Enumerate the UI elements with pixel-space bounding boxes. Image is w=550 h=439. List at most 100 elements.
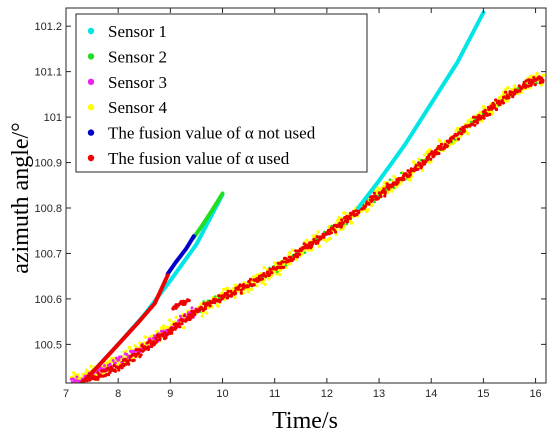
fusion-used-point (507, 96, 511, 100)
x-tick-label: 12 (321, 388, 333, 400)
fusion-used-point (134, 348, 138, 352)
fusion-used-point (511, 95, 515, 99)
sensor-4-point (262, 265, 266, 270)
legend-label: Sensor 1 (108, 22, 167, 41)
sensor-4-point (263, 282, 267, 286)
sensor-4-point (337, 216, 341, 220)
fusion-used-point (281, 260, 285, 264)
sensor-2-point (202, 300, 205, 303)
sensor-3-point (190, 306, 194, 310)
sensor-4-point (200, 314, 204, 318)
fusion-used-point (310, 242, 315, 246)
fusion-used-point (202, 302, 206, 306)
fusion-not-used-line (165, 234, 196, 276)
fusion-used-point (246, 285, 250, 289)
fusion-used-point (437, 151, 441, 156)
fusion-used-point (108, 369, 112, 373)
fusion-used-point (267, 273, 272, 277)
sensor-4-point (528, 74, 533, 79)
sensor-3-point (119, 355, 123, 359)
sensor-3-point (103, 364, 106, 368)
sensor-2-point (323, 230, 326, 234)
fusion-used-point (268, 267, 272, 271)
y-tick-label: 101 (44, 112, 62, 124)
fusion-used-point (371, 198, 375, 202)
sensor-4-point (316, 230, 320, 234)
x-tick-label: 9 (167, 388, 173, 400)
sensor-4-point (216, 304, 220, 308)
sensor-4-point (159, 326, 164, 330)
fusion-used-point (439, 142, 444, 146)
sensor-3-point (75, 375, 79, 379)
fusion-used-point (348, 216, 352, 220)
sensor-4-point (205, 311, 209, 315)
sensor-4-point (288, 251, 292, 255)
sensor-4-point (382, 181, 387, 185)
fusion-used-point (120, 366, 124, 370)
y-tick-label: 100.7 (34, 248, 62, 260)
axes: 7 8 9 10 11 12 13 14 15 16 100.5 100.6 100.7 100.8 100… (34, 7, 547, 400)
fusion-used-point (117, 368, 121, 372)
fusion-used-point (178, 325, 182, 329)
fusion-used-point (541, 78, 545, 82)
legend-marker (87, 27, 95, 35)
fusion-used-point (379, 194, 383, 199)
sensor-2-point (303, 251, 307, 255)
sensor-3-point (179, 314, 182, 318)
fusion-used-point (295, 255, 300, 259)
sensor-4-point (328, 236, 332, 241)
fusion-used-point (113, 369, 117, 373)
sensor-3-point (125, 353, 129, 356)
sensor-4-point (168, 318, 172, 322)
fusion-used-point (367, 202, 371, 206)
fusion-used-point (509, 93, 513, 97)
fusion-used-point (103, 369, 107, 373)
fusion-used-point (305, 246, 310, 250)
sensor-4-point (305, 238, 309, 242)
fusion-used-point (340, 218, 344, 222)
fusion-used-point (488, 112, 492, 117)
fusion-used-point (241, 287, 245, 291)
sensor-2-point (276, 270, 279, 274)
legend: Sensor 1 Sensor 2 Sensor 3 Sensor 4 The fusi… (75, 13, 368, 173)
fusion-used-point (449, 139, 453, 143)
sensor-4-point (408, 178, 412, 182)
sensor-4-point (199, 302, 203, 306)
x-tick-label: 16 (529, 388, 541, 400)
legend-label: Sensor 4 (108, 98, 168, 117)
sensor-4-point (506, 85, 510, 90)
sensor-4-point (394, 185, 399, 189)
plot-content (69, 10, 546, 383)
fusion-used-point (248, 277, 253, 281)
sensor-4-point (466, 131, 470, 136)
fusion-used-point (322, 235, 326, 239)
fusion-used-point (193, 312, 197, 317)
sensor-3-point (111, 359, 115, 362)
sensor-1-line (356, 10, 486, 210)
fusion-used-point (501, 101, 505, 105)
fusion-used-point (532, 76, 536, 80)
fusion-used-point (462, 129, 466, 133)
sensor-3-point (70, 380, 74, 383)
fusion-used-point (334, 230, 338, 234)
fusion-used-point (383, 190, 387, 194)
legend-label: Sensor 2 (108, 47, 167, 66)
sensor-4-point (512, 84, 517, 88)
legend-marker (87, 78, 95, 86)
fusion-used-point (239, 291, 243, 295)
sensor-4-point (89, 364, 93, 368)
fusion-used-point (289, 255, 293, 259)
sensor-4-point (267, 277, 271, 281)
y-tick-label: 100.8 (34, 203, 62, 215)
sensor-2-point (399, 171, 403, 175)
fusion-used-point (315, 235, 319, 239)
x-tick-label: 8 (115, 388, 121, 400)
fusion-used-point (482, 116, 486, 120)
sensor-4-point (182, 325, 186, 330)
fusion-used-point (527, 81, 531, 85)
fusion-used-point (217, 294, 221, 298)
fusion-used-point (425, 158, 429, 162)
fusion-used-point (483, 108, 487, 112)
fusion-used-point (128, 358, 132, 362)
